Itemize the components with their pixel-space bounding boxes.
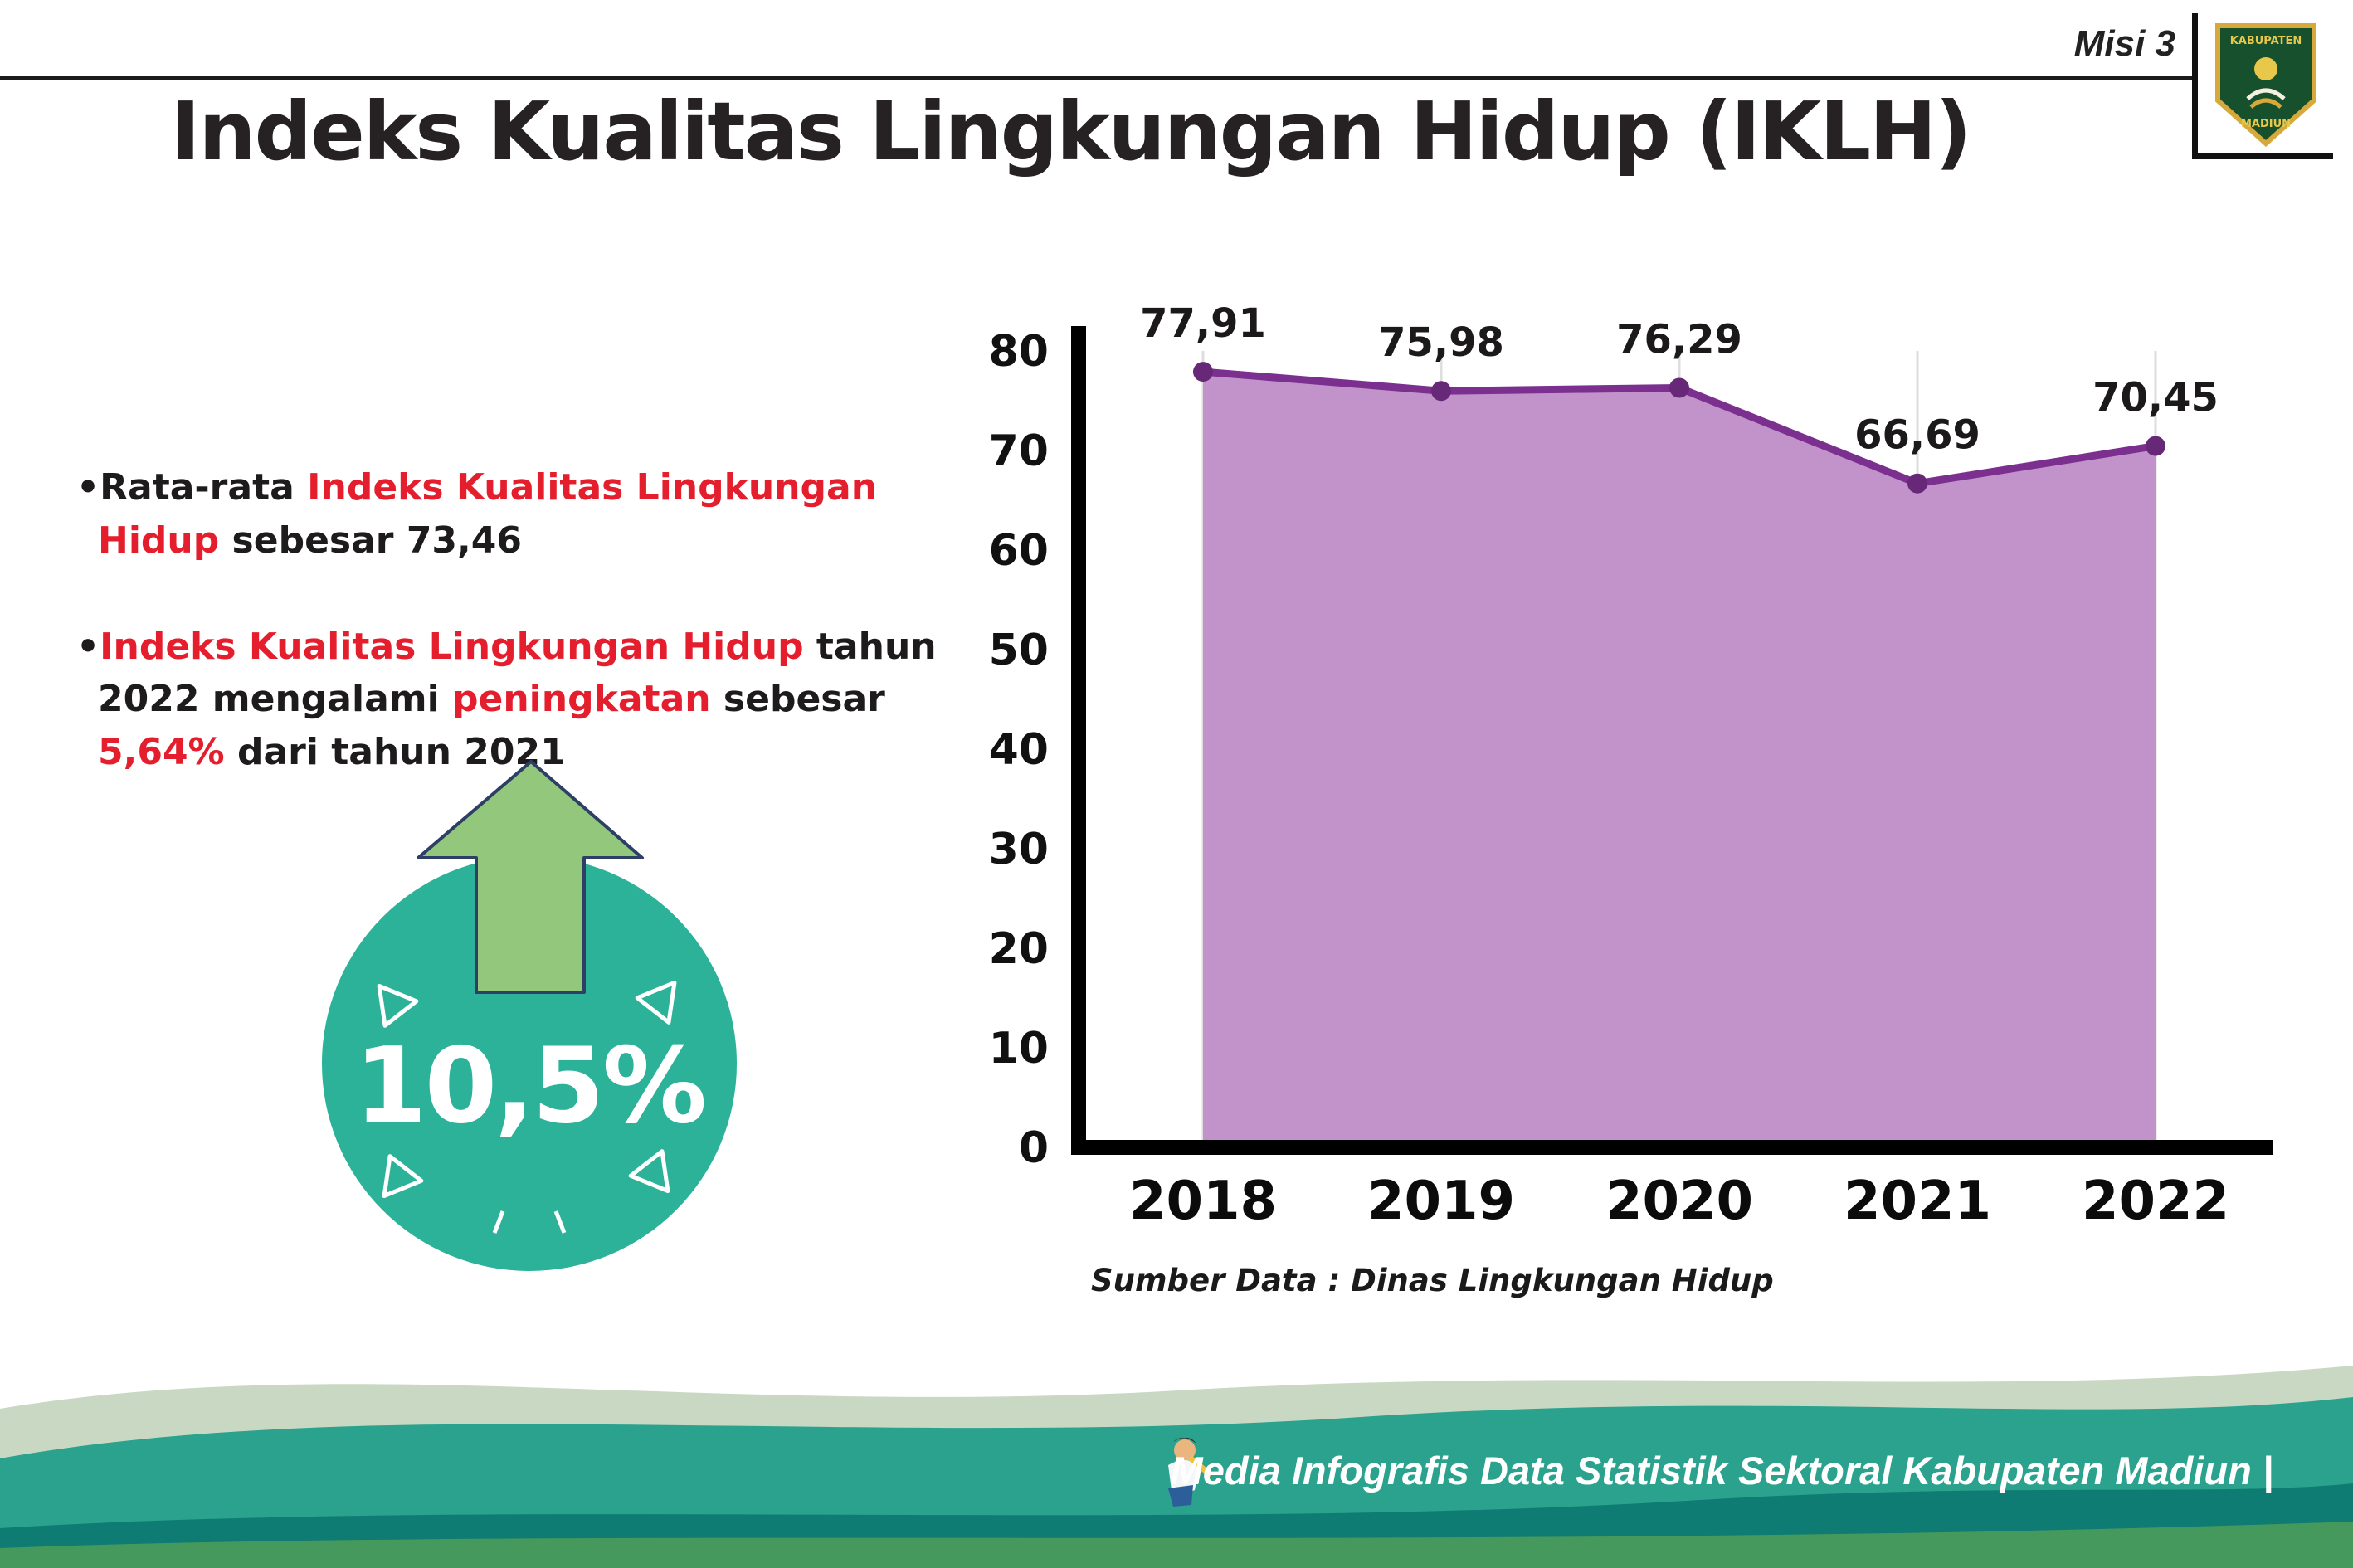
data-point bbox=[1193, 362, 1213, 382]
value-label: 66,69 bbox=[1854, 412, 1980, 459]
chart-source: Sumber Data : Dinas Lingkungan Hidup bbox=[1091, 1263, 1774, 1298]
y-tick-label: 70 bbox=[989, 426, 1049, 476]
logo-top-text: KABUPATEN bbox=[2229, 35, 2302, 47]
header-rule bbox=[0, 76, 2195, 80]
up-arrow-icon bbox=[417, 760, 644, 994]
bullet-dot: • bbox=[76, 466, 100, 509]
y-tick-label: 10 bbox=[989, 1024, 1049, 1074]
value-label: 77,91 bbox=[1140, 300, 1266, 347]
y-tick-label: 0 bbox=[1019, 1123, 1049, 1173]
x-tick-label: 2019 bbox=[1367, 1171, 1515, 1232]
text-segment-highlight: Indeks Kualitas Lingkungan Hidup bbox=[98, 466, 878, 562]
text-segment-highlight: peningkatan bbox=[452, 678, 711, 721]
text-segment-highlight: Indeks Kualitas Lingkungan Hidup bbox=[100, 625, 804, 668]
crest-icon: KABUPATEN MADIUN bbox=[2214, 22, 2316, 147]
x-axis bbox=[1071, 1140, 2273, 1155]
y-tick-label: 50 bbox=[989, 626, 1049, 675]
badge-decoration-triangles bbox=[377, 980, 677, 1234]
y-tick-label: 40 bbox=[989, 725, 1049, 775]
key-points: •Rata-rata Indeks Kualitas Lingkungan Hi… bbox=[76, 461, 1006, 832]
value-label: 70,45 bbox=[2092, 375, 2219, 421]
iklh-area-chart: 77,91 75,98 76,29 66,69 70,45 0 10 20 30 40 50 60 70… bbox=[989, 300, 2273, 1232]
text-segment: sebesar 73,46 bbox=[219, 519, 522, 562]
y-tick-label: 30 bbox=[989, 825, 1049, 874]
misi-label: Misi 3 bbox=[2073, 23, 2175, 64]
x-tick-label: 2020 bbox=[1605, 1171, 1753, 1232]
value-label: 75,98 bbox=[1378, 319, 1504, 366]
data-point bbox=[2146, 436, 2165, 456]
text-segment: sebesar bbox=[710, 678, 885, 721]
page-title: Indeks Kualitas Lingkungan Hidup (IKLH) bbox=[170, 85, 1971, 178]
footer-credit: Media Infografis Data Statistik Sektoral… bbox=[1170, 1449, 2273, 1493]
text-segment: dari tahun 2021 bbox=[224, 731, 566, 774]
value-label: 76,29 bbox=[1616, 317, 1742, 363]
y-tick-label: 20 bbox=[989, 924, 1049, 974]
text-segment: Rata-rata bbox=[100, 466, 308, 509]
mascot-icon bbox=[1168, 1437, 1212, 1507]
logo-bottom-text: MADIUN bbox=[2240, 118, 2290, 130]
data-point bbox=[1431, 381, 1451, 402]
bullet-average-iklh: •Rata-rata Indeks Kualitas Lingkungan Hi… bbox=[76, 461, 1006, 567]
y-tick-label: 80 bbox=[989, 327, 1049, 377]
increase-percentage: 10,5% bbox=[353, 1024, 707, 1147]
x-tick-label: 2021 bbox=[1844, 1171, 1991, 1232]
y-axis bbox=[1071, 326, 1086, 1155]
text-segment-highlight: 5,64% bbox=[98, 731, 225, 774]
bullet-dot: • bbox=[76, 625, 100, 668]
x-tick-label: 2018 bbox=[1129, 1171, 1277, 1232]
y-tick-label: 60 bbox=[989, 526, 1049, 576]
kabupaten-madiun-logo: KABUPATEN MADIUN bbox=[2192, 13, 2333, 159]
bullet-increase-iklh: •Indeks Kualitas Lingkungan Hidup tahun … bbox=[76, 621, 1006, 779]
area-fill bbox=[1203, 372, 2156, 1147]
x-tick-label: 2022 bbox=[2082, 1171, 2229, 1232]
text-segment: tahun 2022 mengalami bbox=[98, 625, 937, 721]
data-point bbox=[1669, 377, 1689, 398]
data-point bbox=[1907, 473, 1927, 494]
